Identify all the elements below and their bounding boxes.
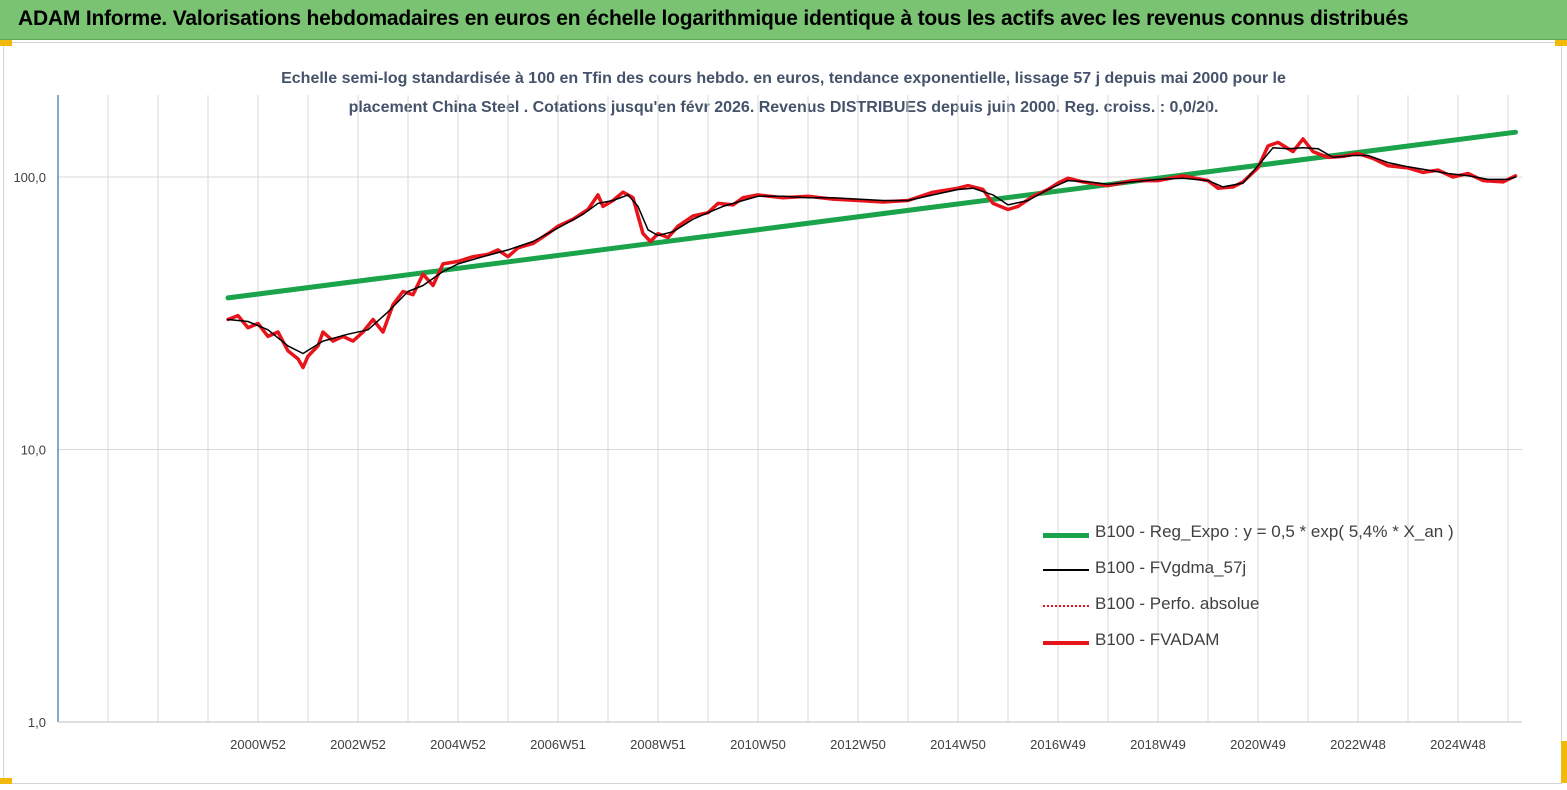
legend-swatch-moving_avg bbox=[1043, 569, 1089, 571]
frame-corner-top-left bbox=[0, 40, 12, 46]
x-tick-label: 2002W52 bbox=[330, 737, 386, 752]
x-tick-label: 2020W49 bbox=[1230, 737, 1286, 752]
x-tick-label: 2014W50 bbox=[930, 737, 986, 752]
chart-legend: B100 - Reg_Expo : y = 0,5 * exp( 5,4% * … bbox=[1043, 518, 1513, 662]
frame-corner-top-right bbox=[1555, 40, 1567, 46]
legend-label-fvadam: B100 - FVADAM bbox=[1095, 630, 1220, 649]
legend-item-fvadam: B100 - FVADAM bbox=[1043, 626, 1513, 662]
legend-item-trend: B100 - Reg_Expo : y = 0,5 * exp( 5,4% * … bbox=[1043, 518, 1513, 554]
legend-swatch-trend bbox=[1043, 533, 1089, 538]
legend-swatch-perfo bbox=[1043, 605, 1089, 607]
report-title: ADAM Informe. Valorisations hebdomadaire… bbox=[18, 7, 1409, 30]
y-tick-label: 10,0 bbox=[21, 443, 46, 458]
legend-label-trend: B100 - Reg_Expo : y = 0,5 * exp( 5,4% * … bbox=[1095, 522, 1454, 541]
x-tick-label: 2016W49 bbox=[1030, 737, 1086, 752]
series-line-moving_avg bbox=[227, 147, 1517, 355]
frame-corner-bottom-left bbox=[0, 778, 12, 784]
y-tick-label: 100,0 bbox=[13, 170, 46, 185]
legend-swatch-fvadam bbox=[1043, 641, 1089, 645]
legend-item-perfo: B100 - Perfo. absolue bbox=[1043, 590, 1513, 626]
x-tick-label: 2004W52 bbox=[430, 737, 486, 752]
report-banner: ADAM Informe. Valorisations hebdomadaire… bbox=[0, 0, 1567, 40]
series-line-trend bbox=[225, 129, 1518, 301]
series-line-fvadam bbox=[226, 137, 1518, 370]
x-tick-label: 2008W51 bbox=[630, 737, 686, 752]
x-tick-label: 2000W52 bbox=[230, 737, 286, 752]
y-tick-label: 1,0 bbox=[28, 715, 46, 730]
chart-frame bbox=[3, 42, 1562, 784]
chart-title-line-2: placement China Steel . Cotations jusqu'… bbox=[348, 99, 1219, 116]
frame-corner-bottom-right bbox=[1561, 741, 1567, 783]
x-tick-label: 2022W48 bbox=[1330, 737, 1386, 752]
legend-item-moving_avg: B100 - FVgdma_57j bbox=[1043, 554, 1513, 590]
legend-label-perfo: B100 - Perfo. absolue bbox=[1095, 594, 1260, 613]
x-tick-label: 2006W51 bbox=[530, 737, 586, 752]
chart-title-line-1: Echelle semi-log standardisée à 100 en T… bbox=[281, 70, 1286, 87]
x-tick-label: 2010W50 bbox=[730, 737, 786, 752]
legend-label-moving_avg: B100 - FVgdma_57j bbox=[1095, 558, 1247, 577]
x-tick-label: 2024W48 bbox=[1430, 737, 1486, 752]
x-tick-label: 2018W49 bbox=[1130, 737, 1186, 752]
x-tick-label: 2012W50 bbox=[830, 737, 886, 752]
